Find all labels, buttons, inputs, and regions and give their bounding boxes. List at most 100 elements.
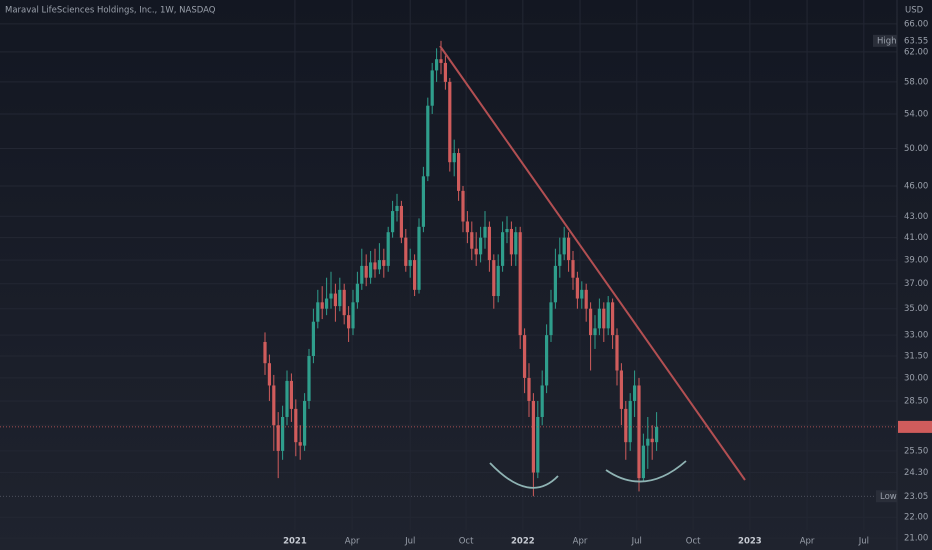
high-value: 63.55: [904, 36, 928, 46]
x-tick-label: 2021: [283, 537, 307, 547]
candle-body: [311, 321, 316, 357]
candle-body: [606, 302, 610, 329]
candle-body: [412, 260, 417, 290]
candle-body: [593, 328, 597, 336]
candle-body: [637, 385, 641, 479]
y-tick-label: 62.00: [904, 47, 928, 57]
candle-body: [509, 228, 513, 255]
candle-body: [276, 425, 280, 451]
y-tick-label: 37.00: [904, 279, 928, 289]
candle-body: [294, 408, 298, 443]
candle-body: [544, 335, 549, 386]
candle-body: [492, 260, 496, 297]
x-tick-label: Oct: [686, 537, 701, 547]
x-tick-label: Jul: [631, 537, 642, 547]
candle-body: [540, 385, 544, 417]
candle-body: [632, 385, 637, 401]
high-label: High: [877, 36, 897, 46]
y-tick-label: 50.00: [904, 144, 928, 154]
candle-body: [562, 237, 566, 255]
y-tick-label: 46.00: [904, 181, 928, 191]
candle-body: [355, 283, 360, 303]
x-tick-label: Jul: [404, 537, 415, 547]
candle-body: [615, 335, 619, 371]
candle-body: [619, 370, 623, 409]
candle-body: [390, 211, 395, 233]
candle-body: [426, 105, 430, 177]
candle-body: [650, 438, 654, 443]
candle-body: [386, 232, 390, 266]
candle-body: [456, 153, 461, 191]
y-tick-label: 54.00: [904, 109, 928, 119]
candle-body: [360, 265, 364, 284]
candle-body: [483, 226, 487, 238]
candle-body: [263, 341, 267, 364]
candle-body: [382, 260, 386, 266]
x-tick-label: Oct: [459, 537, 474, 547]
candle-body: [351, 302, 355, 329]
candle-body: [448, 81, 452, 163]
candle-body: [641, 445, 645, 479]
candle-body: [272, 385, 276, 426]
candle-body: [347, 315, 351, 329]
candle-body: [338, 289, 342, 307]
candle-body: [536, 416, 540, 473]
currency-label: USD: [905, 6, 924, 16]
candle-body: [377, 260, 382, 270]
candle-body: [474, 248, 478, 255]
candle-body: [470, 232, 474, 249]
last-price-box: [898, 420, 932, 433]
y-tick-label: 66.00: [904, 19, 928, 29]
candle-body: [285, 380, 289, 417]
candle-body: [522, 335, 527, 378]
low-label-box: [876, 490, 897, 503]
x-tick-label: Apr: [573, 537, 588, 547]
y-tick-label: 35.00: [904, 304, 928, 314]
candle-body: [298, 442, 302, 446]
candle-body: [558, 254, 562, 266]
candle-body: [307, 356, 311, 401]
candle-body: [364, 265, 368, 278]
y-tick-label: 41.00: [904, 233, 928, 243]
candle-body: [316, 302, 320, 322]
candle-body: [399, 205, 403, 238]
candle-body: [496, 265, 500, 297]
candle-body: [342, 289, 346, 316]
trend-line: [439, 45, 746, 481]
arc-annotation: [489, 462, 559, 489]
x-tick-label: Jul: [858, 537, 869, 547]
x-tick-label: 2022: [511, 537, 535, 547]
candle-body: [514, 232, 518, 255]
x-tick-label: Apr: [345, 537, 360, 547]
candle-body: [404, 237, 408, 266]
candle-body: [580, 289, 584, 299]
candle-body: [408, 260, 412, 266]
candle-body: [439, 59, 443, 63]
y-tick-label: 31.50: [904, 352, 928, 362]
candle-body: [584, 289, 588, 309]
candle-body: [417, 226, 421, 290]
y-tick-label: 39.00: [904, 256, 928, 266]
y-tick-label: 30.00: [904, 373, 928, 383]
x-tick-label: 2023: [738, 537, 762, 547]
candle-body: [461, 190, 465, 222]
candle-body: [575, 277, 579, 299]
candle-body: [628, 400, 632, 443]
candle-body: [500, 232, 505, 266]
candle-body: [588, 308, 593, 336]
candle-body: [549, 302, 553, 336]
candle-body: [654, 426, 659, 443]
candle-body: [373, 262, 377, 270]
candle-body: [289, 380, 294, 409]
candle-body: [487, 226, 491, 261]
y-tick-label: 22.00: [904, 513, 928, 523]
candle-body: [624, 408, 628, 443]
y-tick-label: 21.00: [904, 534, 928, 544]
candle-body: [430, 70, 434, 106]
y-tick-label: 33.00: [904, 331, 928, 341]
candle-body: [320, 302, 324, 309]
candle-body: [531, 400, 535, 473]
candle-body: [553, 265, 557, 303]
candle-body: [646, 438, 650, 446]
